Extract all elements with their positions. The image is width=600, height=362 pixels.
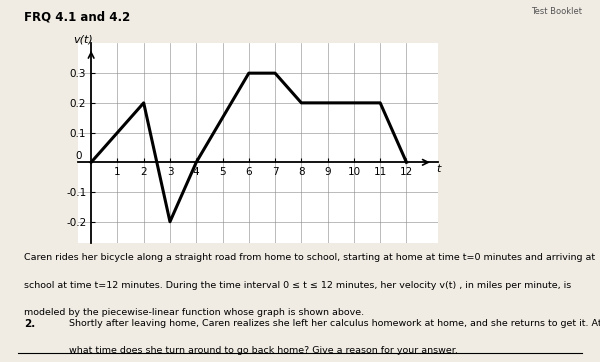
Text: Test Booklet: Test Booklet	[531, 7, 582, 16]
Text: 0: 0	[76, 151, 82, 161]
Text: v(t): v(t)	[73, 35, 93, 45]
Text: school at time t=12 minutes. During the time interval 0 ≤ t ≤ 12 minutes, her ve: school at time t=12 minutes. During the …	[24, 281, 571, 290]
Text: t: t	[437, 164, 441, 174]
Text: 2.: 2.	[24, 319, 35, 329]
Text: modeled by the piecewise-linear function whose graph is shown above.: modeled by the piecewise-linear function…	[24, 308, 364, 317]
Text: Caren rides her bicycle along a straight road from home to school, starting at h: Caren rides her bicycle along a straight…	[24, 253, 595, 262]
Text: FRQ 4.1 and 4.2: FRQ 4.1 and 4.2	[24, 11, 130, 24]
Text: Shortly after leaving home, Caren realizes she left her calculus homework at hom: Shortly after leaving home, Caren realiz…	[69, 319, 600, 328]
Text: what time does she turn around to go back home? Give a reason for your answer.: what time does she turn around to go bac…	[69, 346, 458, 355]
